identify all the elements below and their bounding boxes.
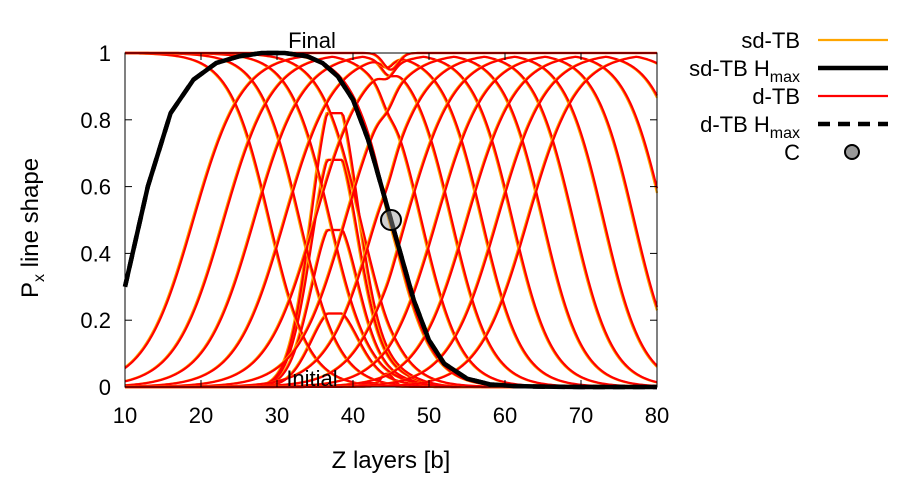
y-tick-label: 1 — [99, 41, 111, 66]
y-tick-label: 0.4 — [80, 241, 111, 266]
point-c-marker — [380, 209, 402, 231]
legend-label-main: sd-TB H — [689, 56, 770, 81]
x-tick-label: 40 — [341, 403, 365, 428]
d-tb-curve — [124, 55, 658, 388]
x-tick-label: 30 — [265, 403, 289, 428]
x-tick-label: 10 — [113, 403, 137, 428]
x-tick-label: 70 — [569, 403, 593, 428]
legend-label-main: d-TB — [752, 84, 800, 109]
x-tick-label: 50 — [417, 403, 441, 428]
d-tb-curve — [125, 228, 657, 389]
curves-layer — [122, 50, 659, 390]
sd-tb-hmax-curve — [122, 50, 657, 390]
ticks-layer: 10 20 30 40 50 60 70 80 0 0.2 0.4 0.6 0.8 1 — [80, 41, 669, 428]
legend-label: d-TB Hmax — [700, 112, 800, 142]
annotation-initial: Initial — [286, 366, 337, 391]
legend-swatch — [844, 144, 860, 160]
y-axis-label-main: P — [17, 282, 44, 298]
legend-label: d-TB — [752, 84, 800, 109]
sd-tb-curve — [125, 228, 657, 389]
legend-label: sd-TB Hmax — [689, 56, 800, 86]
y-tick-label: 0 — [99, 375, 111, 400]
x-tick-label: 60 — [493, 403, 517, 428]
y-tick-label: 0.6 — [80, 175, 111, 200]
x-tick-label: 80 — [645, 403, 669, 428]
annotation-final: Final — [288, 28, 336, 53]
y-axis-label-rest: line shape — [17, 158, 44, 274]
y-tick-label: 0.8 — [80, 108, 111, 133]
d-tb-curve — [124, 58, 657, 389]
legend-label: sd-TB — [741, 28, 800, 53]
legend-label-main: sd-TB — [741, 28, 800, 53]
y-axis-label-sub: x — [31, 274, 48, 282]
legend-label-main: d-TB H — [700, 112, 770, 137]
legend-label-main: C — [784, 140, 800, 165]
plot-frame — [124, 52, 658, 388]
legend-label-sub: max — [770, 69, 800, 86]
x-tick-label: 20 — [189, 403, 213, 428]
y-tick-label: 0.2 — [80, 308, 111, 333]
y-axis-label: Px line shape — [17, 158, 48, 298]
legend-label-sub: max — [770, 125, 800, 142]
x-axis-label: Z layers [b] — [332, 447, 451, 474]
legend-label: C — [784, 140, 800, 165]
